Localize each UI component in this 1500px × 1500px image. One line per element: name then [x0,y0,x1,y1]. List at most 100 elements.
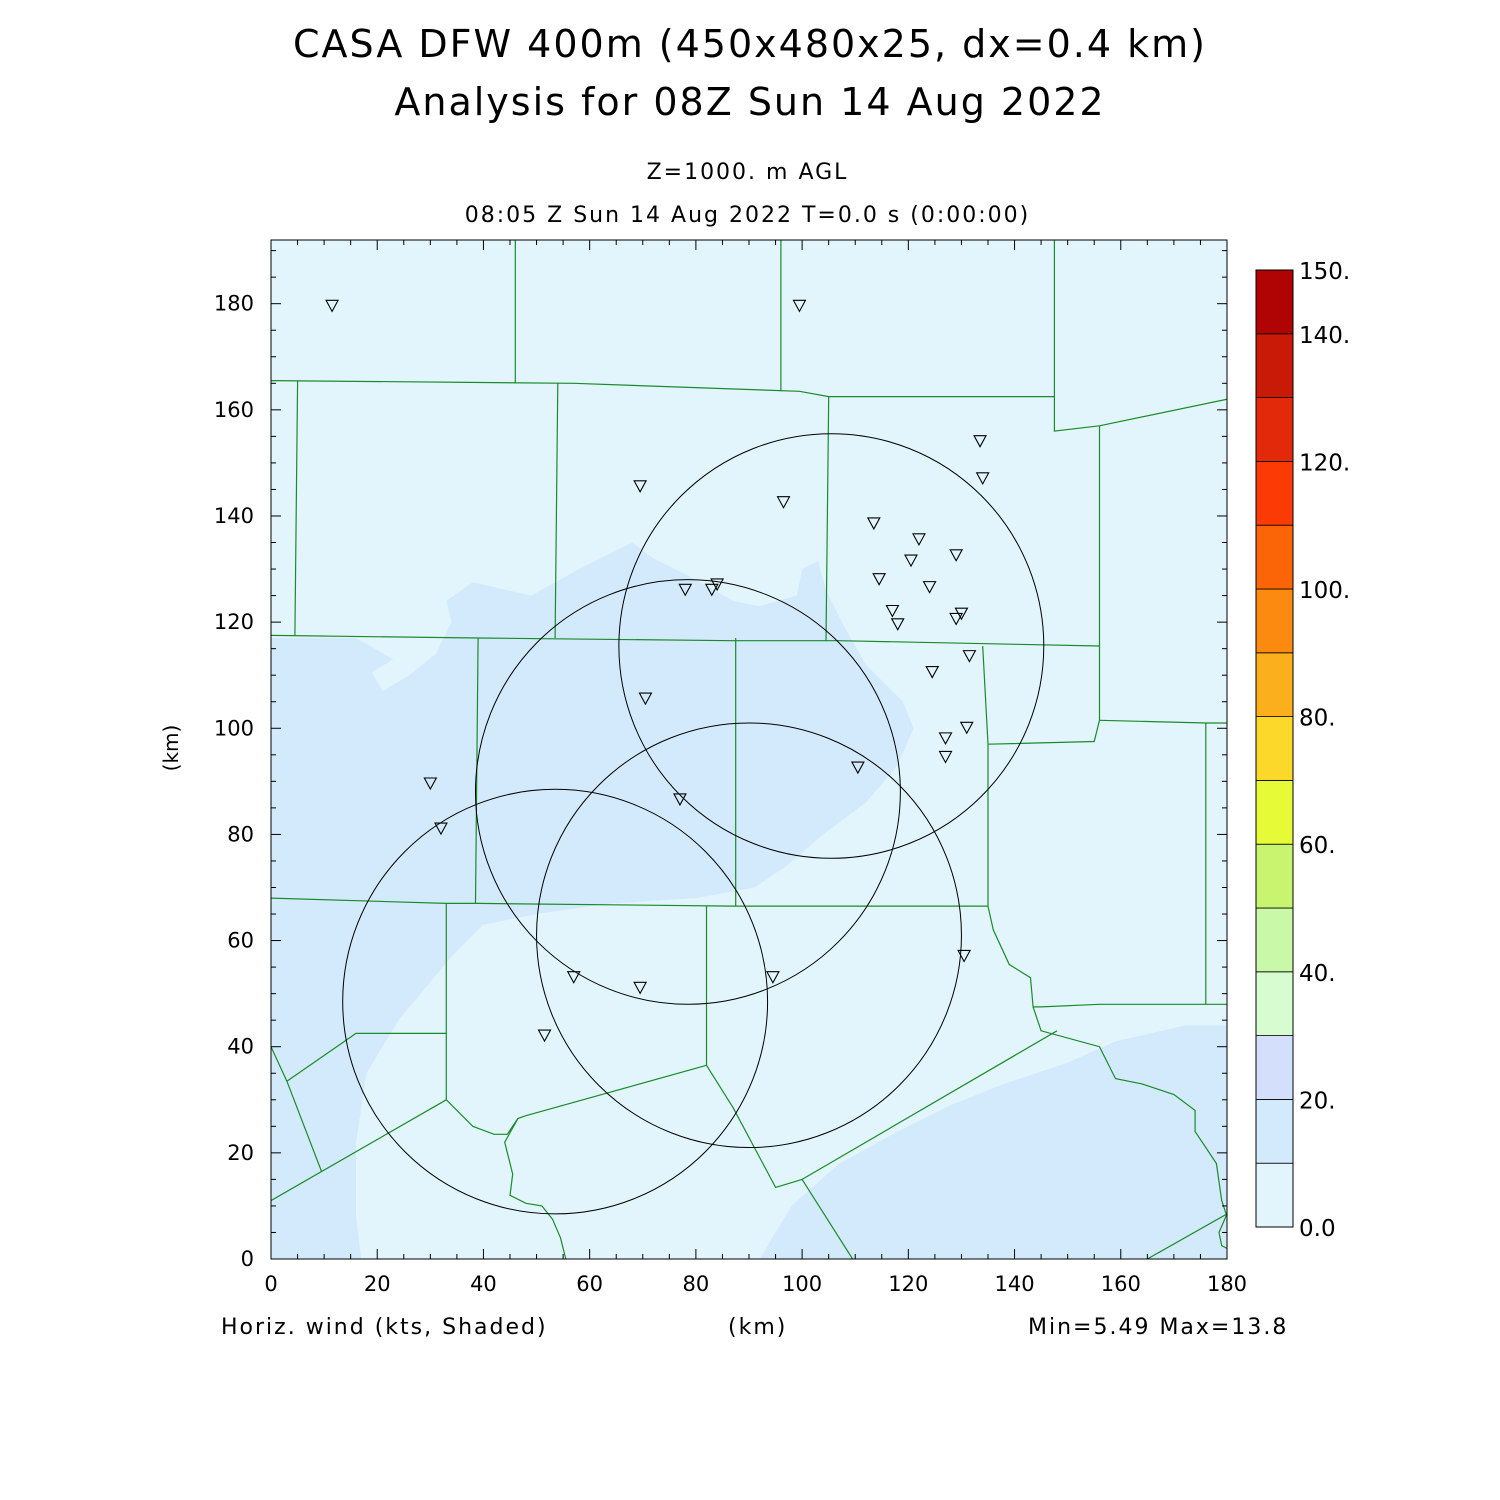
colorbar-bin [1255,269,1294,335]
radar-range-ring [474,579,901,1005]
station-marker [957,949,972,963]
station-marker [633,981,648,995]
colorbar-label: 40. [1299,961,1336,987]
station-marker [949,612,964,626]
y-tick-label: 140 [214,504,254,528]
county-line [1053,396,1227,432]
station-marker [678,583,693,597]
y-tick-label: 180 [214,292,254,316]
colorbar-bin [1255,907,1294,973]
radar-range-ring [536,722,962,1149]
chart-title: CASA DFW 400m (450x480x25, dx=0.4 km) [292,22,1207,66]
field-description: Horiz. wind (kts, Shaded) [221,1315,548,1340]
colorbar-bin [1255,524,1294,590]
county-line [554,383,559,639]
county-line [271,1099,447,1202]
county-line [271,897,988,907]
x-tick-label: 120 [888,1272,928,1296]
county-line [294,380,299,636]
y-tick-label: 120 [214,610,254,634]
x-tick-label: 160 [1101,1272,1141,1296]
x-axis: 0 20 40 60 80 100 120 140 160 180 [264,240,1247,1296]
y-axis: 0 20 40 60 80 100 120 140 160 180 [214,250,1227,1271]
station-marker [765,971,780,984]
station-marker [912,533,926,547]
station-marker [925,665,940,679]
station-marker [938,732,953,746]
station-marker [537,1029,552,1043]
station-marker [423,777,438,791]
x-tick-label: 40 [470,1272,497,1296]
station-marker [792,299,807,313]
station-marker [633,480,648,493]
level-label: Z=1000. m AGL [646,160,849,185]
colorbar-label: 0.0 [1299,1216,1336,1242]
station-marker [962,650,977,663]
county-line [271,380,1055,398]
wind-shade-region [271,542,914,1259]
x-tick-label: 140 [995,1272,1035,1296]
radar-range-rings [342,433,1045,1215]
colorbar-label: 60. [1299,833,1336,859]
station-marker [975,472,990,485]
colorbar-label: 100. [1299,578,1350,604]
colorbar-bin [1255,716,1294,781]
x-tick-label: 180 [1207,1272,1247,1296]
colorbar-bin [1255,1035,1294,1100]
station-marker [776,496,791,509]
min-max-readout: Min=5.49 Max=13.8 [1028,1315,1289,1340]
x-tick-label: 80 [683,1272,710,1296]
station-marker [566,971,581,984]
y-tick-label: 60 [227,929,254,953]
colorbar-frame [1255,269,1294,1228]
station-marker [673,793,687,807]
county-boundaries [271,240,1227,1259]
colorbar-bin [1255,843,1294,909]
y-tick-label: 100 [214,716,254,740]
county-line [801,1030,1058,1180]
colorbar-bin [1255,780,1294,845]
station-marker [904,554,918,568]
county-line [825,396,830,641]
colorbar: 0.0 20. 40. 60. 80. 100. 120. 140. 150. [1255,259,1350,1242]
county-line [1032,1006,1227,1217]
colorbar-bin [1255,460,1294,526]
chart-subtitle: Analysis for 08Z Sun 14 Aug 2022 [394,80,1106,124]
station-marker [710,578,725,592]
station-marker [872,573,887,586]
y-tick-label: 40 [227,1035,254,1059]
county-line [504,1118,567,1259]
colorbar-label: 150. [1299,259,1350,285]
station-marker [949,549,964,562]
valid-time-label: 08:05 Z Sun 14 Aug 2022 T=0.0 s (0:00:00… [464,203,1031,228]
station-marker [973,435,987,448]
colorbar-label: 140. [1299,323,1350,349]
y-axis-label: (km) [159,725,183,772]
colorbar-bin [1255,1099,1294,1164]
x-tick-label: 0 [264,1272,277,1296]
station-markers [325,299,990,1043]
y-tick-label: 80 [227,822,254,846]
colorbar-bin [1255,397,1294,462]
radar-range-ring [618,433,1045,859]
county-line [271,903,447,1083]
station-marker [704,583,719,597]
station-marker [325,299,340,313]
colorbar-label: 80. [1299,706,1336,732]
x-tick-label: 60 [576,1272,603,1296]
x-tick-label: 100 [782,1272,822,1296]
station-marker [885,604,900,618]
x-axis-label: (km) [728,1315,788,1340]
station-marker [434,822,448,836]
colorbar-bin [1255,971,1294,1036]
station-marker [938,750,953,764]
radar-range-ring [342,788,769,1215]
county-line [271,634,1100,647]
colorbar-bin [1255,652,1294,717]
colorbar-label: 120. [1299,450,1350,476]
y-tick-label: 0 [241,1247,254,1271]
colorbar-bin [1255,1162,1294,1228]
y-tick-label: 160 [214,398,254,422]
county-line [801,1179,854,1259]
